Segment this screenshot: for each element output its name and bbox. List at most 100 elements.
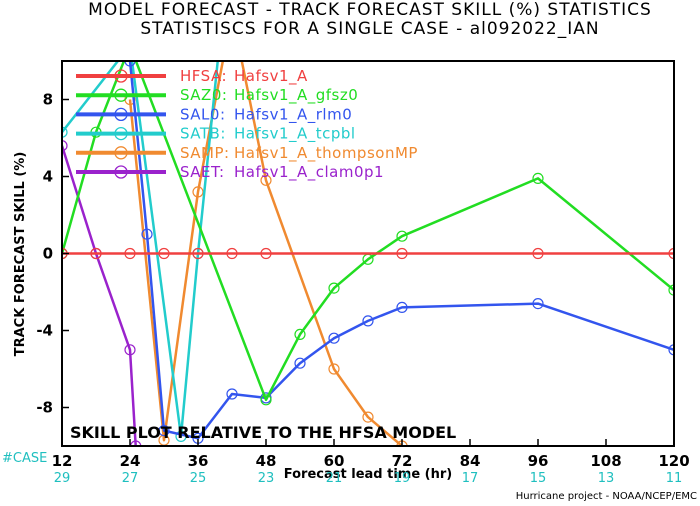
point-satb	[125, 41, 135, 51]
point-sal0	[124, 61, 136, 67]
chart-subtitle: STATISTISCS FOR A SINGLE CASE - al092022…	[140, 19, 600, 39]
point-samp	[192, 186, 204, 198]
point-sal0	[158, 425, 170, 437]
point-hfsa	[124, 247, 136, 260]
legend-desc: Hafsv1_A	[234, 67, 308, 86]
legend-marker	[114, 146, 128, 160]
point-sal0	[668, 344, 674, 356]
point-samp	[227, 8, 237, 18]
x-tick-label: 36	[188, 452, 209, 470]
case-count: 11	[666, 471, 683, 486]
point-saz0	[396, 230, 408, 242]
legend-name: HFSA:	[180, 67, 227, 85]
series-hfsa	[62, 247, 674, 260]
x-tick-label: 108	[590, 452, 621, 470]
series-layer	[57, 8, 674, 446]
legend-desc: Hafsv1_A_rlm0	[234, 105, 352, 124]
legend-marker	[114, 165, 128, 179]
point-saet	[62, 140, 68, 152]
legend-item-satb: SATB: Hafsv1_A_tcpbl	[76, 125, 356, 144]
point-saz0	[668, 284, 674, 296]
legend-item-samp: SAMP: Hafsv1_A_thompsonMP	[76, 144, 418, 163]
case-count: 29	[54, 471, 71, 486]
point-hfsa	[226, 247, 238, 260]
line-samp	[128, 61, 403, 446]
point-saz0	[328, 282, 340, 294]
y-tick-label: -4	[36, 322, 53, 340]
point-saet	[130, 440, 142, 446]
chart-title: MODEL FORECAST - TRACK FORECAST SKILL (%…	[88, 0, 652, 20]
point-sal0	[91, 12, 101, 22]
x-axis-label: Forecast lead time (hr)	[284, 467, 452, 482]
case-count: 15	[530, 471, 547, 486]
case-count: 25	[190, 471, 207, 486]
legend-marker	[114, 88, 128, 102]
point-saz0	[125, 41, 135, 51]
point-satb	[62, 126, 68, 138]
point-sal0	[294, 357, 306, 369]
point-saz0	[260, 394, 272, 406]
y-tick-label: 4	[43, 168, 53, 186]
legend-name: SAET:	[180, 163, 225, 181]
point-saet	[124, 344, 136, 356]
point-hfsa	[532, 247, 544, 260]
legend-item-sal0: SAL0: Hafsv1_A_rlm0	[76, 105, 352, 124]
point-hfsa	[668, 247, 674, 260]
legend-item-saet: SAET: Hafsv1_A_clam0p1	[76, 163, 384, 182]
point-hfsa	[90, 247, 102, 260]
point-sal0	[328, 332, 340, 344]
legend-desc: Hafsv1_A_tcpbl	[234, 125, 356, 144]
x-tick-label: 60	[324, 452, 345, 470]
case-count: 13	[598, 471, 615, 486]
y-axis-label: TRACK FORECAST SKILL (%)	[13, 152, 28, 357]
case-count: 17	[462, 471, 479, 486]
point-saz0	[294, 328, 306, 340]
point-sal0	[141, 228, 153, 240]
point-sal0	[57, 41, 67, 51]
point-sal0	[362, 315, 374, 327]
line-saz0	[62, 61, 674, 402]
series-saet	[62, 140, 142, 446]
case-counts: 29 27 25 23 21 19 17 15 13 11	[54, 471, 683, 486]
case-count: 27	[122, 471, 139, 486]
legend-desc: Hafsv1_A_clam0p1	[234, 163, 384, 182]
case-label: #CASE	[2, 451, 47, 466]
legend: HFSA: Hafsv1_A SAZ0: Hafsv1_A_gfsz0 SAL0: Haf…	[76, 67, 418, 182]
y-tick-label: 8	[43, 91, 53, 109]
point-sal0	[226, 388, 238, 400]
x-tick-label: 24	[120, 452, 141, 470]
point-samp	[260, 174, 272, 186]
point-hfsa	[260, 247, 272, 260]
legend-item-hfsa: HFSA: Hafsv1_A	[76, 67, 308, 86]
x-tick-label: 48	[256, 452, 277, 470]
legend-marker	[114, 69, 128, 83]
point-sal0	[396, 301, 408, 313]
legend-name: SAL0:	[180, 105, 226, 123]
x-tick-label: 72	[392, 452, 413, 470]
point-samp	[328, 363, 340, 375]
case-count: 23	[258, 471, 275, 486]
skill-annotation: SKILL PLOT RELATIVE TO THE HFSA MODEL	[70, 423, 456, 442]
legend-marker	[114, 126, 128, 141]
case-count: 21	[326, 471, 343, 486]
point-satb	[216, 27, 226, 37]
legend-desc: Hafsv1_A_thompsonMP	[234, 144, 418, 163]
x-tick-label: 96	[528, 452, 549, 470]
legend-desc: Hafsv1_A_gfsz0	[234, 86, 358, 105]
legend-name: SAZ0:	[180, 86, 227, 104]
point-samp	[362, 411, 374, 423]
credit-text: Hurricane project - NOAA/NCEP/EMC	[516, 491, 697, 502]
legend-name: SAMP:	[180, 144, 230, 162]
y-tick-label: -8	[36, 399, 53, 417]
line-saet	[62, 145, 137, 446]
x-tick-label: 12	[52, 452, 73, 470]
point-saz0	[532, 172, 544, 184]
x-tick-label: 84	[460, 452, 481, 470]
point-hfsa	[396, 247, 408, 260]
y-tick-label: 0	[43, 245, 53, 263]
legend-marker	[114, 107, 128, 122]
legend-name: SATB:	[180, 125, 226, 143]
point-hfsa	[158, 247, 170, 260]
